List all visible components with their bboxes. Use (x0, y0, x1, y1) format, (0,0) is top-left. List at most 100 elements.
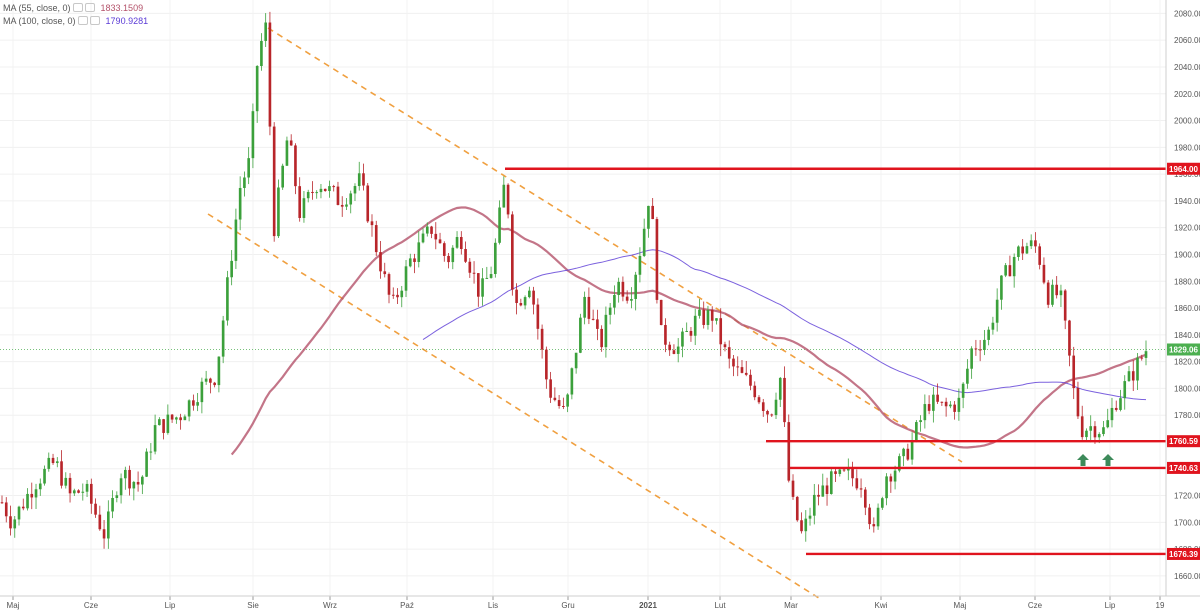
candle-body (455, 237, 459, 248)
candle (957, 388, 961, 421)
candle (234, 208, 238, 270)
candle (425, 222, 429, 237)
candle-body (523, 297, 527, 306)
candle (838, 468, 842, 477)
candle-body (68, 477, 72, 494)
candle (515, 283, 518, 315)
candle (370, 214, 374, 237)
candle (659, 299, 663, 326)
candle (1140, 354, 1144, 361)
candle-body (587, 296, 591, 319)
candle (408, 253, 412, 268)
settings-icon[interactable] (77, 16, 88, 25)
candle-body (983, 339, 986, 351)
candle-body (243, 177, 246, 188)
candle (634, 271, 637, 311)
up-arrow-icon (1077, 454, 1089, 466)
candle-body (727, 347, 731, 359)
candle-body (545, 349, 548, 380)
candle (387, 272, 391, 304)
candle (391, 287, 395, 299)
candle (715, 318, 718, 325)
candle (43, 465, 46, 486)
candle (51, 453, 55, 465)
candle-body (421, 233, 425, 243)
y-tick-label: 1780.00 (1174, 411, 1200, 420)
candle-body (0, 502, 4, 504)
candle-body (209, 378, 212, 383)
candle-body (702, 309, 706, 325)
hide-icon[interactable] (84, 3, 95, 12)
candle (511, 211, 514, 296)
candle-body (247, 158, 250, 178)
candle (676, 338, 680, 363)
y-tick-label: 2060.00 (1174, 36, 1200, 45)
candle-body (21, 506, 25, 509)
candle-body (859, 488, 863, 490)
candle (217, 356, 221, 393)
candle (506, 183, 510, 219)
candle (77, 489, 80, 494)
candle-body (166, 414, 170, 433)
candle-body (323, 188, 327, 192)
candle-body (34, 489, 38, 498)
candle-body (949, 404, 952, 407)
candle (545, 346, 548, 389)
candle (98, 505, 102, 531)
candle-body (60, 461, 63, 486)
x-tick-label: Cze (84, 601, 99, 610)
candle (744, 360, 748, 377)
candle (600, 325, 603, 352)
settings-icon[interactable] (72, 3, 83, 12)
candle (736, 356, 740, 377)
candle (362, 163, 365, 191)
candle (591, 309, 595, 321)
candle-body (72, 490, 76, 494)
candle-body (196, 402, 199, 406)
candle (243, 171, 246, 197)
candle (357, 161, 361, 191)
candle-body (736, 366, 740, 368)
candle-body (221, 320, 225, 357)
candle-body (693, 315, 697, 336)
candle-body (919, 420, 922, 423)
candle (417, 231, 421, 268)
y-tick-label: 2040.00 (1174, 63, 1200, 72)
candle-body (540, 328, 544, 350)
y-tick-label: 1900.00 (1174, 250, 1200, 259)
candle (791, 474, 795, 500)
candle (1114, 400, 1118, 412)
candle-body (719, 318, 723, 345)
candle-body (77, 490, 80, 493)
candle-body (600, 328, 603, 348)
candle-body (655, 219, 659, 300)
candle-body (98, 514, 102, 530)
candle (532, 286, 535, 315)
candle-body (906, 448, 910, 460)
candle-body (978, 349, 982, 351)
candle-body (1038, 246, 1041, 265)
candle (885, 473, 888, 506)
candle-body (213, 382, 216, 386)
candle (1012, 253, 1016, 288)
candle (932, 387, 935, 423)
candle-body (85, 483, 89, 492)
candle-body (132, 481, 136, 489)
candle (970, 346, 973, 379)
candle-body (1068, 320, 1071, 356)
candle (47, 452, 51, 472)
candle-body (1012, 256, 1016, 277)
candle (1017, 245, 1020, 261)
candle (617, 277, 620, 303)
hide-icon[interactable] (89, 16, 100, 25)
candle-body (502, 184, 506, 208)
candle (902, 447, 905, 467)
candle (681, 327, 684, 358)
candle-body (1140, 357, 1144, 359)
candle (447, 252, 450, 269)
candle (978, 340, 982, 362)
candle-body (957, 397, 961, 412)
candle-body (119, 478, 123, 496)
candle-body (889, 476, 893, 482)
